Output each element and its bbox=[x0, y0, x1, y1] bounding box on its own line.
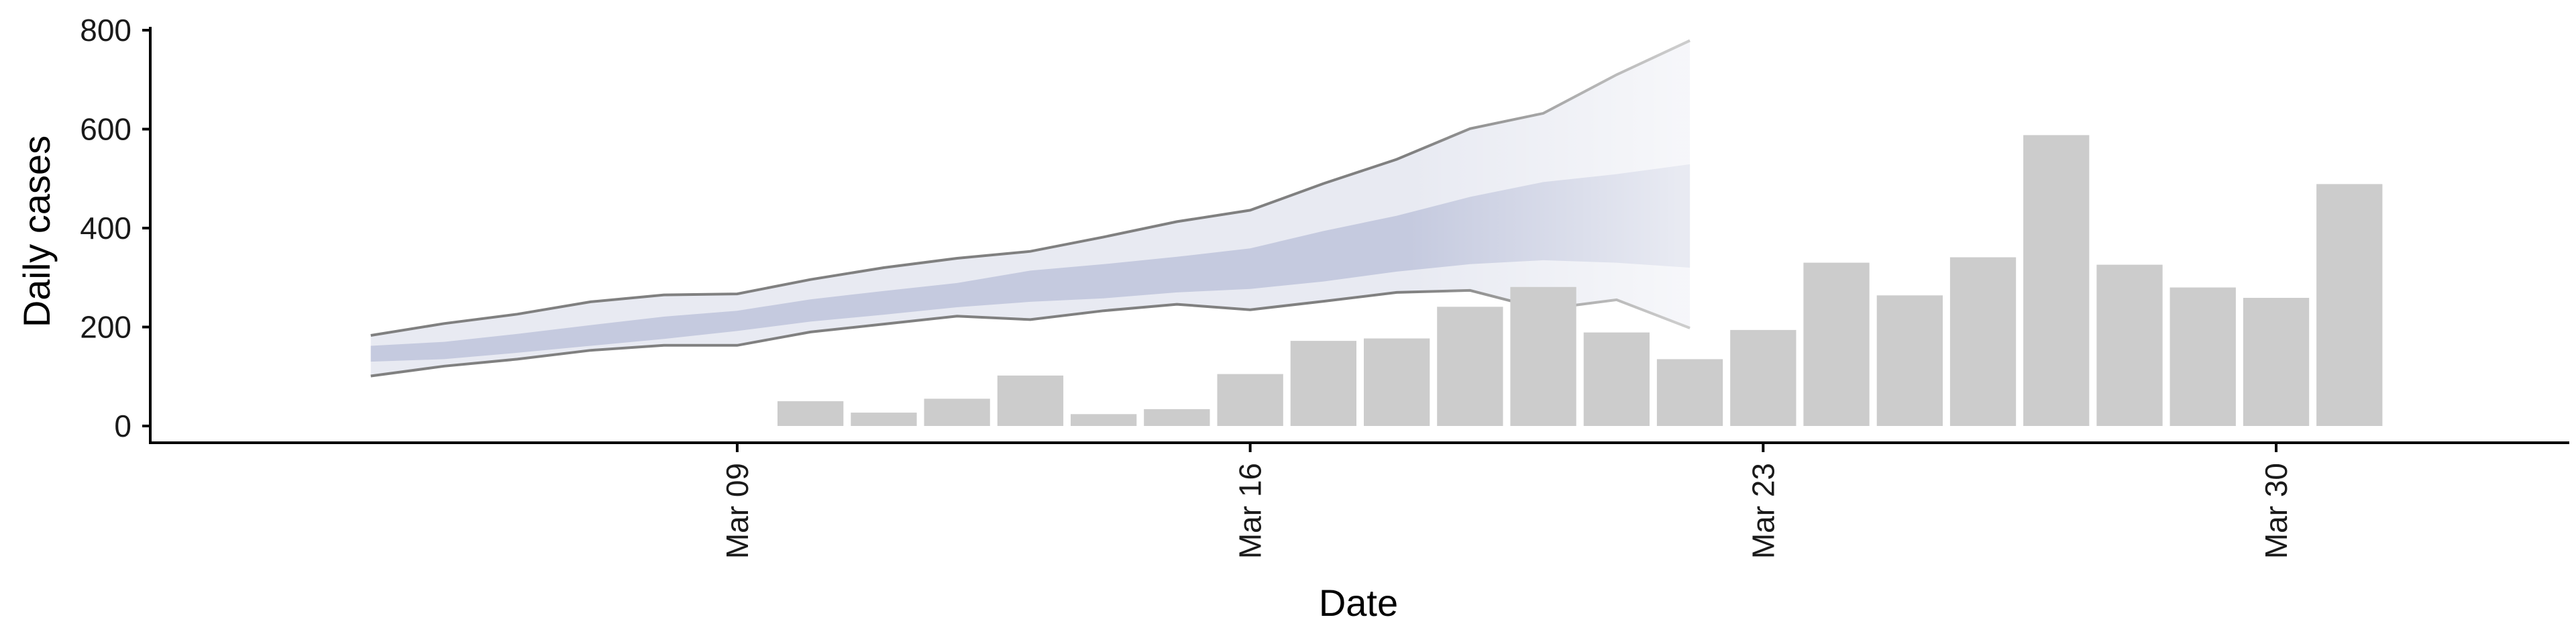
bar-2020-03-23 bbox=[1730, 329, 1796, 426]
bar-2020-03-24 bbox=[1803, 262, 1870, 426]
bar-2020-03-13 bbox=[997, 375, 1064, 426]
bar-2020-03-20 bbox=[1510, 286, 1576, 426]
bar-2020-03-19 bbox=[1437, 307, 1503, 426]
bar-2020-03-26 bbox=[1949, 257, 2017, 426]
bar-2020-03-31 bbox=[2316, 184, 2383, 426]
axes-layer bbox=[149, 27, 2569, 444]
bar-2020-03-14 bbox=[1071, 414, 1137, 426]
bar-2020-03-21 bbox=[1583, 332, 1650, 426]
y-tick-label-800: 800 bbox=[80, 13, 131, 48]
x-tick-label-2020-03-09: Mar 09 bbox=[720, 463, 755, 559]
bar-2020-03-15 bbox=[1144, 409, 1210, 426]
x-tick-label-2020-03-23: Mar 23 bbox=[1746, 463, 1780, 559]
bar-2020-03-27 bbox=[2023, 135, 2090, 426]
bars-layer bbox=[777, 135, 2383, 426]
y-axis-title: Daily cases bbox=[15, 136, 58, 327]
y-tick-label-400: 400 bbox=[80, 211, 131, 246]
x-axis-title: Date bbox=[1319, 582, 1398, 624]
x-tick-label-2020-03-30: Mar 30 bbox=[2259, 463, 2294, 559]
bar-2020-03-11 bbox=[851, 413, 917, 426]
bar-2020-03-25 bbox=[1876, 295, 1943, 426]
bar-2020-03-17 bbox=[1290, 341, 1356, 426]
bar-2020-03-28 bbox=[2096, 264, 2163, 426]
bar-2020-03-10 bbox=[777, 401, 844, 426]
bar-2020-03-22 bbox=[1656, 359, 1723, 426]
y-tick-label-600: 600 bbox=[80, 112, 131, 147]
x-tick-label-2020-03-16: Mar 16 bbox=[1233, 463, 1268, 559]
y-tick-label-0: 0 bbox=[114, 409, 131, 443]
y-tick-label-200: 200 bbox=[80, 310, 131, 345]
ticks-layer: 0 200 400 600 800 Mar 09 Mar 16 Mar 23 Mar 30 bbox=[80, 13, 2294, 559]
bar-2020-03-12 bbox=[924, 398, 990, 426]
bar-2020-03-16 bbox=[1217, 374, 1283, 426]
bar-2020-03-18 bbox=[1364, 338, 1430, 426]
bar-2020-03-29 bbox=[2169, 287, 2236, 426]
bar-2020-03-30 bbox=[2243, 298, 2310, 426]
